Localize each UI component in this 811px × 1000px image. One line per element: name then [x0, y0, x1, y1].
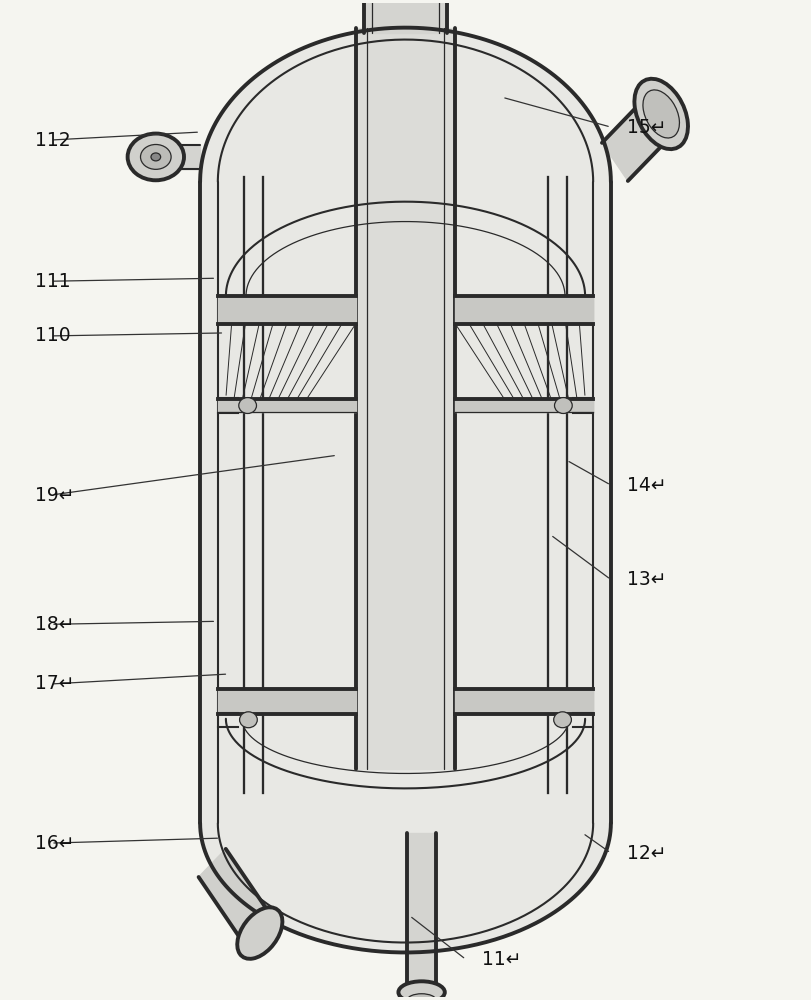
Polygon shape	[199, 849, 267, 938]
Polygon shape	[218, 689, 355, 714]
Text: 16↵: 16↵	[35, 834, 75, 853]
Polygon shape	[200, 823, 611, 952]
Text: 111: 111	[35, 272, 71, 291]
Polygon shape	[602, 101, 668, 181]
Text: 19↵: 19↵	[35, 486, 75, 505]
Text: 11↵: 11↵	[482, 950, 521, 969]
Polygon shape	[456, 689, 593, 714]
Polygon shape	[218, 399, 355, 412]
Polygon shape	[218, 296, 355, 324]
Ellipse shape	[555, 398, 573, 413]
Ellipse shape	[554, 712, 572, 728]
Ellipse shape	[140, 144, 171, 169]
Ellipse shape	[643, 90, 680, 138]
Polygon shape	[407, 833, 436, 982]
Text: 12↵: 12↵	[627, 844, 667, 863]
Text: 17↵: 17↵	[35, 674, 75, 693]
Ellipse shape	[127, 134, 184, 180]
Polygon shape	[355, 28, 456, 768]
Text: 14↵: 14↵	[627, 476, 667, 495]
Ellipse shape	[238, 907, 282, 959]
Ellipse shape	[398, 981, 444, 1000]
Polygon shape	[176, 145, 200, 169]
Ellipse shape	[238, 398, 256, 413]
Polygon shape	[200, 28, 611, 823]
Text: 13↵: 13↵	[627, 570, 667, 589]
Ellipse shape	[151, 153, 161, 161]
Ellipse shape	[407, 994, 436, 1000]
Text: 15↵: 15↵	[627, 118, 667, 137]
Text: 110: 110	[35, 326, 71, 345]
Text: 18↵: 18↵	[35, 615, 75, 634]
Ellipse shape	[239, 712, 257, 728]
Text: 112: 112	[35, 131, 71, 150]
Polygon shape	[363, 0, 448, 33]
Polygon shape	[456, 399, 593, 412]
Polygon shape	[456, 296, 593, 324]
Ellipse shape	[634, 79, 688, 149]
